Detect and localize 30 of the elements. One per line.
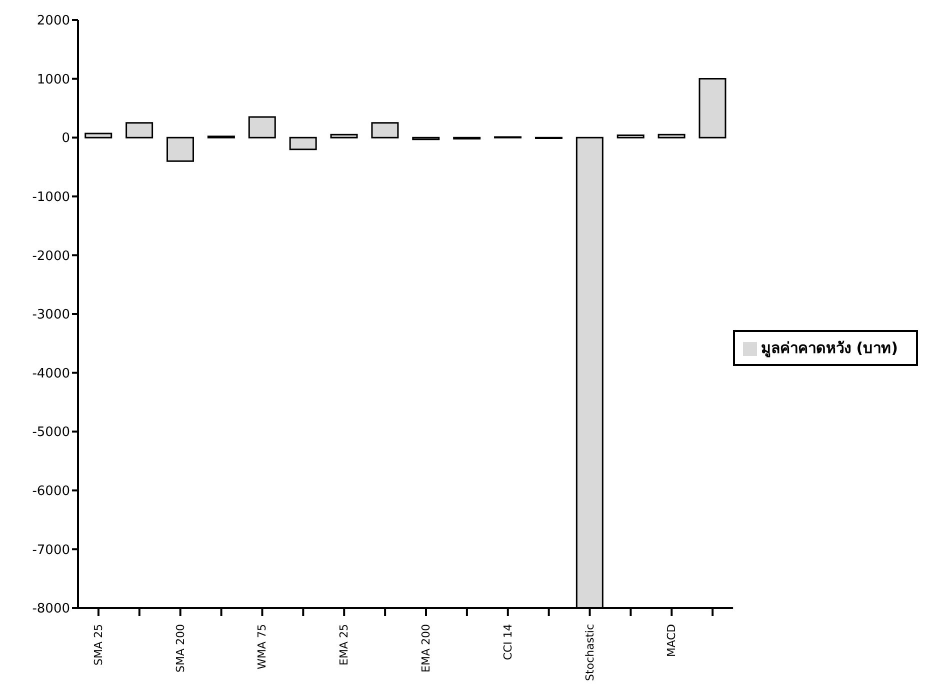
y-tick-label: -5000 bbox=[32, 425, 70, 440]
x-tick-label: SMA 25 bbox=[92, 624, 105, 666]
y-tick-label: -4000 bbox=[32, 366, 70, 382]
bar bbox=[698, 78, 726, 138]
y-tick-label: -1000 bbox=[32, 190, 70, 206]
bar bbox=[371, 122, 399, 138]
x-tick-label: EMA 200 bbox=[420, 624, 432, 672]
y-tick-label: -8000 bbox=[32, 602, 70, 617]
bar bbox=[166, 136, 194, 162]
y-tick-label: -3000 bbox=[32, 308, 70, 323]
x-tick-label: Stochastic bbox=[583, 624, 596, 681]
x-tick-label: MACD bbox=[665, 624, 678, 657]
bar bbox=[289, 136, 317, 150]
bar bbox=[126, 122, 154, 138]
y-tick-label: -6000 bbox=[32, 484, 70, 500]
y-tick-label: -2000 bbox=[32, 248, 70, 264]
bar bbox=[658, 134, 686, 138]
x-tick-label: EMA 25 bbox=[338, 624, 351, 666]
x-tick-label: SMA 200 bbox=[174, 624, 187, 672]
bar bbox=[330, 134, 358, 138]
y-tick-label: 0 bbox=[62, 131, 70, 146]
bar bbox=[248, 116, 276, 138]
legend-label: มูลค่าคาดหวัง (บาท) bbox=[761, 339, 898, 357]
x-tick-label: WMA 75 bbox=[256, 624, 269, 670]
y-tick-label: 2000 bbox=[36, 14, 70, 29]
y-tick-label: 1000 bbox=[36, 72, 70, 88]
x-tick-label: CCI 14 bbox=[501, 624, 514, 660]
y-tick-label: -7000 bbox=[32, 542, 70, 558]
bar bbox=[616, 134, 644, 138]
bar bbox=[84, 132, 112, 138]
